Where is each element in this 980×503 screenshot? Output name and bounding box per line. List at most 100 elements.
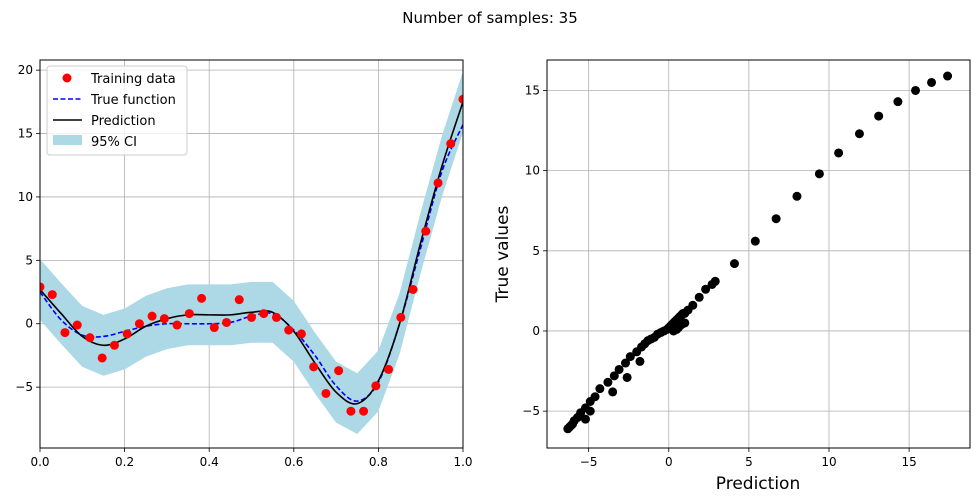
- scatter-point: [635, 356, 645, 366]
- figure-suptitle: Number of samples: 35: [402, 9, 578, 27]
- right-ytick-label: 5: [532, 244, 540, 258]
- scatter-point: [893, 97, 903, 107]
- scatter-point: [680, 318, 690, 328]
- left-xtick-label: 0.4: [200, 455, 219, 469]
- training-point: [259, 309, 269, 319]
- right-xtick-label: 0: [665, 455, 673, 469]
- scatter-point: [669, 326, 679, 336]
- scatter-point: [874, 111, 884, 121]
- training-point: [296, 329, 306, 339]
- scatter-xlabel: Prediction: [716, 474, 800, 494]
- scatter-point: [834, 148, 844, 158]
- training-point: [159, 314, 169, 324]
- right-ytick-label: 0: [532, 324, 540, 338]
- legend-true-function-label: True function: [90, 93, 176, 108]
- training-point: [184, 309, 194, 319]
- legend-ci-label: 95% CI: [91, 135, 137, 150]
- scatter-point: [710, 276, 720, 286]
- training-point: [109, 340, 119, 350]
- training-point: [271, 312, 281, 322]
- scatter-point: [595, 384, 605, 394]
- scatter-point: [943, 71, 953, 81]
- left-ytick-label: 10: [18, 190, 33, 204]
- training-point: [433, 178, 443, 188]
- training-point: [321, 388, 331, 398]
- scatter-point: [585, 406, 595, 416]
- left-ytick-label: 15: [18, 127, 33, 141]
- training-point: [72, 320, 82, 330]
- training-point: [421, 226, 431, 236]
- training-point: [446, 139, 456, 149]
- legend-box: [46, 65, 188, 156]
- training-point: [334, 366, 344, 376]
- right-axes-frame: [546, 59, 971, 449]
- scatter-point: [854, 129, 864, 139]
- left-xtick-label: 0.2: [115, 455, 134, 469]
- scatter-point: [694, 292, 704, 302]
- right-xtick-label: 10: [821, 455, 836, 469]
- training-point: [247, 312, 256, 322]
- training-point: [234, 295, 244, 305]
- scatter-point: [814, 169, 824, 179]
- legend-training-label: Training data: [90, 72, 176, 87]
- training-point: [134, 319, 144, 329]
- right-xtick-label: −5: [580, 455, 598, 469]
- right-plot-area: [563, 71, 953, 434]
- scatter-point: [622, 372, 632, 382]
- scatter-point: [603, 377, 613, 387]
- scatter-point: [927, 77, 937, 87]
- training-point: [97, 353, 107, 363]
- scatter-point: [621, 358, 631, 368]
- left-axes-frame: [39, 59, 464, 449]
- training-point: [60, 328, 70, 338]
- training-point: [309, 362, 319, 372]
- left-xtick-label: 0.8: [369, 455, 388, 469]
- right-ticks: −5 0 5 10 15 −5 0 5 10 15: [522, 83, 916, 469]
- scatter-point: [625, 352, 635, 362]
- scatter-point: [729, 259, 739, 269]
- right-xtick-label: 5: [745, 455, 753, 469]
- legend-training-marker: [62, 73, 72, 83]
- scatter-point: [590, 392, 600, 402]
- scatter-point: [771, 214, 781, 224]
- right-xtick-label: 15: [901, 455, 916, 469]
- legend: Training data True function Prediction 9…: [46, 65, 188, 156]
- scatter-point: [701, 284, 711, 294]
- training-point: [47, 290, 57, 300]
- left-ytick-label: 5: [25, 253, 33, 267]
- scatter-point: [609, 371, 619, 381]
- scatter-point: [614, 364, 624, 374]
- right-ytick-label: 10: [525, 164, 540, 178]
- right-ytick-label: −5: [522, 404, 540, 418]
- regression-chart: 0.0 0.2 0.4 0.6 0.8 1.0 −5 0 5 10 15 20 Training da…: [15, 59, 473, 469]
- scatter-ylabel: True values: [493, 205, 513, 303]
- training-point: [147, 311, 157, 321]
- scatter-point: [750, 236, 760, 246]
- left-xtick-label: 0.6: [284, 455, 303, 469]
- training-point: [222, 317, 232, 327]
- scatter-point: [911, 85, 921, 95]
- training-point: [458, 94, 463, 104]
- right-ytick-label: 15: [525, 83, 540, 97]
- training-point: [371, 381, 381, 391]
- left-plot-area: [40, 71, 463, 435]
- training-point: [396, 312, 406, 322]
- training-point: [408, 285, 418, 295]
- training-point: [122, 329, 132, 339]
- training-point: [172, 320, 182, 330]
- training-point: [40, 282, 45, 292]
- training-point: [85, 333, 95, 343]
- training-point: [197, 293, 207, 303]
- scatter-point: [792, 191, 802, 201]
- left-xtick-label: 1.0: [453, 455, 472, 469]
- training-point: [346, 406, 356, 416]
- training-point: [359, 406, 369, 416]
- scatter-chart: −5 0 5 10 15 −5 0 5 10 15 Prediction True values: [493, 59, 971, 494]
- training-point: [284, 325, 294, 335]
- legend-ci-patch: [53, 135, 82, 145]
- right-gridlines: [547, 60, 970, 448]
- left-ticks: 0.0 0.2 0.4 0.6 0.8 1.0 −5 0 5 10 15 20: [15, 63, 472, 469]
- left-xtick-label: 0.0: [30, 455, 49, 469]
- scatter-point: [608, 387, 618, 397]
